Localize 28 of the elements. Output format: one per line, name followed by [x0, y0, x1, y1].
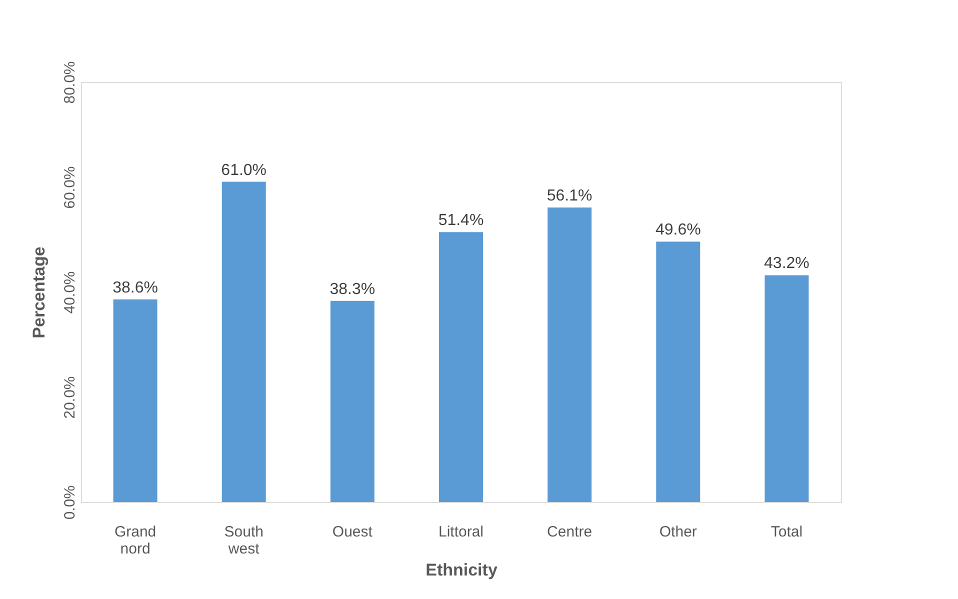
data-label: 49.6%	[655, 222, 701, 239]
x-tick-label: Other	[659, 524, 697, 540]
bar	[439, 232, 483, 502]
data-label: 56.1%	[546, 187, 592, 204]
bar	[656, 242, 700, 502]
x-tick-label: Ouest	[332, 524, 374, 540]
x-tick-label: South west	[224, 524, 264, 558]
y-tick-label: 0.0%	[62, 485, 78, 520]
bar	[113, 299, 158, 502]
data-label: 61.0%	[221, 162, 267, 179]
bar	[222, 182, 266, 502]
bar	[548, 207, 592, 502]
y-tick-label: 60.0%	[62, 166, 78, 209]
bar	[764, 275, 809, 502]
x-tick-label: Littoral	[438, 524, 484, 540]
data-label: 38.6%	[112, 279, 158, 296]
x-tick-label: Grand nord	[114, 524, 156, 558]
x-tick-label: Centre	[547, 524, 592, 540]
y-tick-label: 20.0%	[62, 376, 78, 419]
data-label: 51.4%	[438, 212, 484, 230]
y-tick-label: 80.0%	[62, 61, 78, 104]
y-tick-label: 40.0%	[62, 271, 78, 314]
x-tick-label: Total	[770, 524, 803, 540]
y-axis-title: Percentage	[30, 246, 48, 338]
data-label: 43.2%	[764, 255, 810, 272]
data-label: 38.3%	[330, 280, 376, 298]
bar	[330, 300, 374, 502]
x-axis-title: Ethnicity	[426, 560, 498, 580]
